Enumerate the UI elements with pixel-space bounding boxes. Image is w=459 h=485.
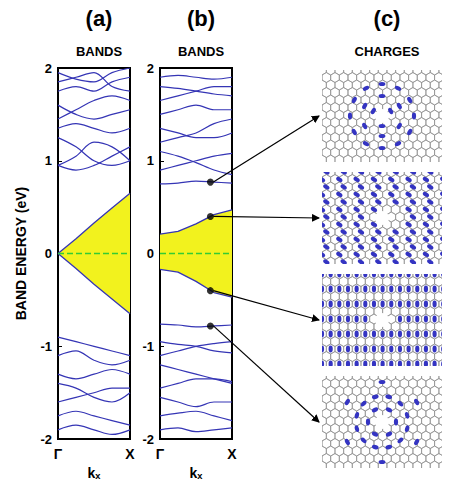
svg-text:0: 0 xyxy=(147,246,154,261)
svg-text:-2: -2 xyxy=(142,432,154,447)
svg-text:2: 2 xyxy=(45,61,52,76)
svg-text:X: X xyxy=(125,446,135,462)
svg-text:kₓ: kₓ xyxy=(88,465,102,481)
svg-text:(c): (c) xyxy=(374,6,401,31)
svg-text:(b): (b) xyxy=(187,6,215,31)
svg-text:CHARGES: CHARGES xyxy=(354,44,419,59)
svg-text:-1: -1 xyxy=(142,339,154,354)
svg-text:1: 1 xyxy=(147,153,154,168)
svg-text:BANDS: BANDS xyxy=(178,44,225,59)
svg-text:-1: -1 xyxy=(40,339,52,354)
svg-text:kₓ: kₓ xyxy=(190,465,204,481)
svg-text:1: 1 xyxy=(45,153,52,168)
svg-text:0: 0 xyxy=(45,246,52,261)
svg-text:-2: -2 xyxy=(40,432,52,447)
svg-text:X: X xyxy=(227,446,237,462)
svg-text:BANDS: BANDS xyxy=(76,44,123,59)
svg-text:2: 2 xyxy=(147,61,154,76)
svg-text:(a): (a) xyxy=(86,6,113,31)
svg-text:Γ: Γ xyxy=(156,446,165,462)
svg-text:BAND ENERGY (eV): BAND ENERGY (eV) xyxy=(13,187,29,321)
svg-text:Γ: Γ xyxy=(54,446,63,462)
